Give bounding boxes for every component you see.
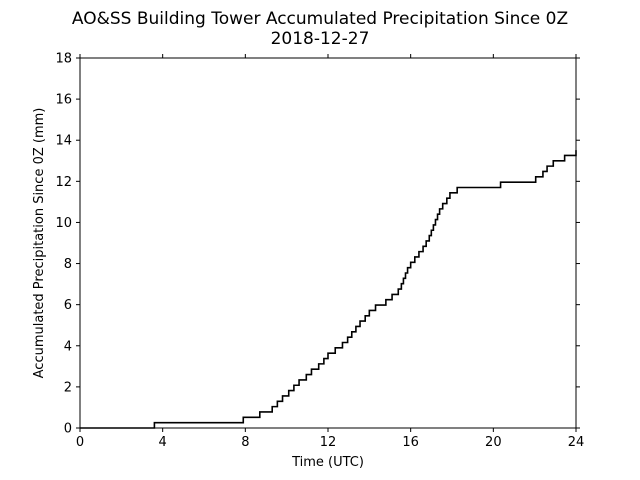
y-tick-label: 6 [64, 298, 72, 313]
y-tick-label: 8 [64, 257, 72, 272]
series-layer [80, 150, 577, 429]
y-tick-label: 12 [55, 175, 72, 190]
y-axis-label: Accumulated Precipitation Since 0Z (mm) [32, 108, 47, 379]
x-tick-label: 16 [402, 435, 419, 450]
x-tick-label: 4 [159, 435, 167, 450]
chart-title: AO&SS Building Tower Accumulated Precipi… [72, 9, 568, 29]
y-tick-label: 10 [55, 216, 72, 231]
chart-subtitle: 2018-12-27 [271, 29, 370, 49]
x-tick-label: 12 [320, 435, 337, 450]
x-axis-label: Time (UTC) [291, 455, 364, 470]
y-tick-label: 18 [55, 52, 72, 67]
x-tick-label: 20 [485, 435, 502, 450]
y-tick-label: 0 [64, 422, 72, 437]
x-tick-label: 8 [241, 435, 249, 450]
y-tick-label: 16 [55, 93, 72, 108]
y-tick-label: 4 [64, 339, 72, 354]
x-tick-label: 24 [568, 435, 585, 450]
precipitation-series-line [80, 150, 577, 429]
plot-frame [79, 57, 577, 429]
y-tick-label: 2 [64, 380, 72, 395]
x-tick-label: 0 [76, 435, 84, 450]
y-tick-label: 14 [55, 134, 72, 149]
